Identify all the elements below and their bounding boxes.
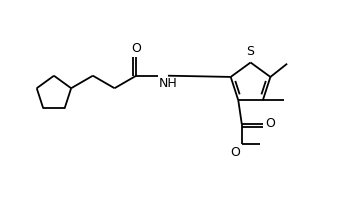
Text: S: S bbox=[247, 45, 254, 58]
Text: O: O bbox=[230, 146, 240, 159]
Text: O: O bbox=[131, 42, 141, 55]
Text: O: O bbox=[265, 117, 275, 130]
Text: NH: NH bbox=[159, 77, 178, 90]
